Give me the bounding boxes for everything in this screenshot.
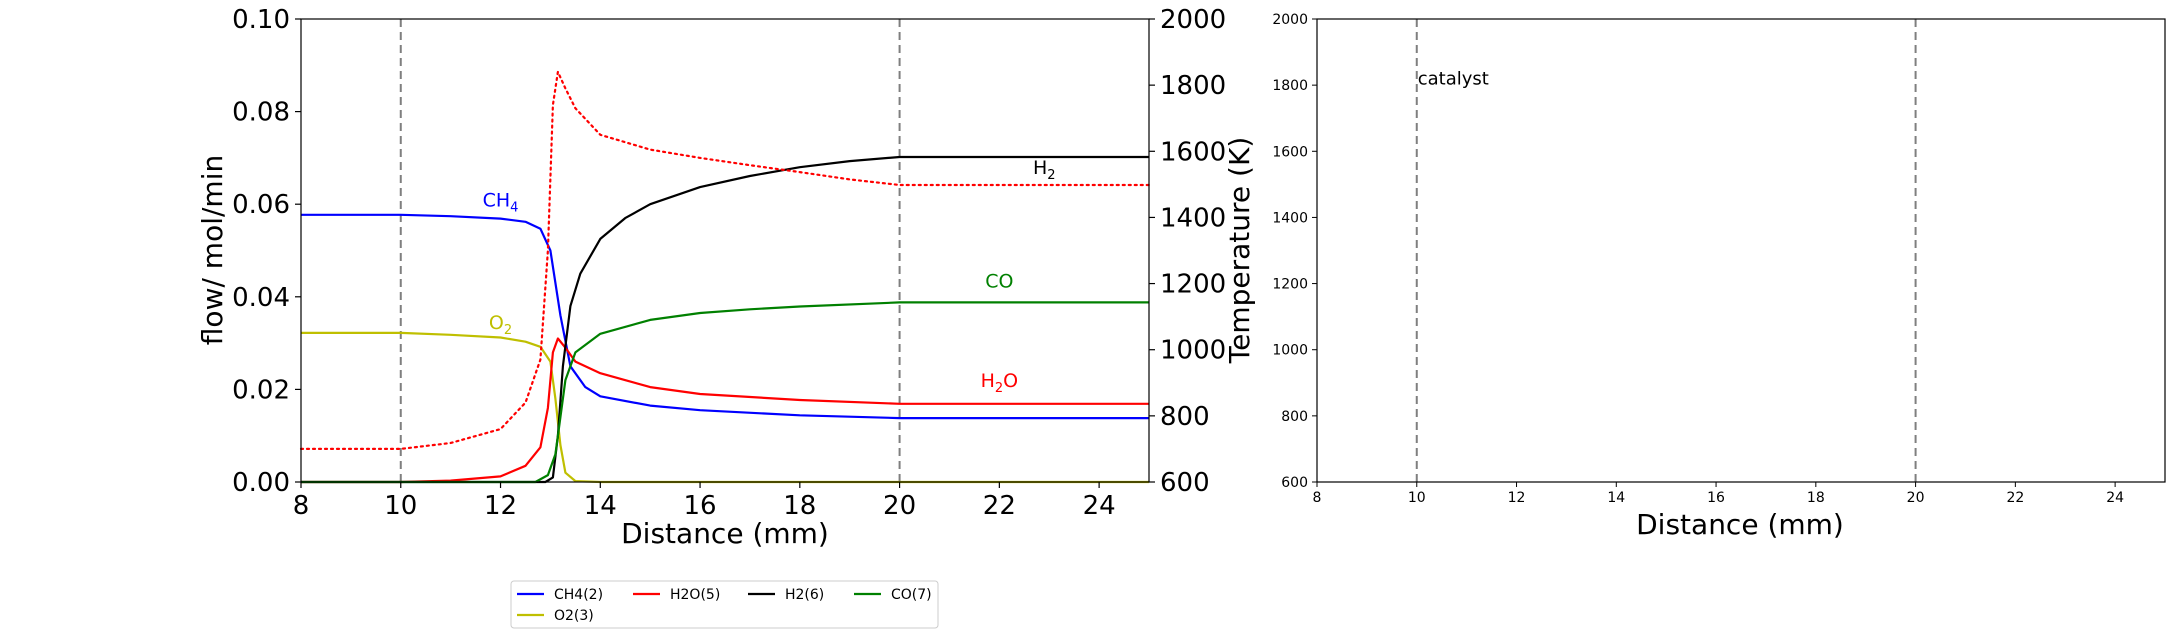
legend-label: H2(6): [785, 587, 824, 603]
y2-tick-label: 800: [1160, 402, 1210, 432]
legend-label: CO(7): [891, 587, 932, 603]
temperature-chart: 8 10 12 14 16 18 20 22 24 600 800 1000 1200 1400 1600…: [1272, 12, 2166, 541]
y-tick-label: 1000: [1272, 343, 1308, 359]
species-label-h2o: H2O: [981, 370, 1019, 396]
series-line-temperature: [299, 70, 1151, 450]
legend-entry: H2O(5): [633, 587, 720, 603]
y2-tick-label: 1000: [1160, 336, 1226, 366]
legend: CH4(2) H2O(5) H2(6) CO(7) O2(3): [510, 580, 939, 629]
species-label-co: CO: [985, 271, 1013, 293]
y-axis-ticks-2: 600 800 1000 1200 1400 1600 1800 2000: [1272, 12, 1317, 491]
plot-frame-2: [1316, 18, 2166, 483]
x-tick-label: 8: [293, 491, 310, 521]
series-line-ch4-2: [301, 213, 1149, 420]
x-tick-label: 10: [384, 491, 417, 521]
x-tick-label: 22: [983, 491, 1016, 521]
y2-tick-label: 1200: [1160, 270, 1226, 300]
series-line-co-7: [301, 301, 1149, 484]
x-tick-label: 8: [1313, 490, 1322, 506]
plot-area-2: [1415, 19, 1917, 482]
x-tick-label: 12: [1508, 490, 1526, 506]
x-tick-label: 24: [1083, 491, 1116, 521]
x-axis-ticks-2: 8 10 12 14 16 18 20 22 24: [1313, 482, 2124, 506]
series-line-h2-6: [301, 155, 1149, 484]
y-tick-label: 0.08: [232, 98, 290, 128]
x-axis-label-1: Distance (mm): [621, 517, 829, 550]
x-tick-label: 20: [883, 491, 916, 521]
x-tick-label: 24: [2106, 490, 2124, 506]
y2-axis-ticks-1: 600 800 1000 1200 1400 1600 1800 2000: [1149, 5, 1226, 498]
y-tick-label: 1800: [1272, 78, 1308, 94]
species-flow-chart: 8 10 12 14 16 18 20 22 24 0.000.020.040.060.080.…: [196, 5, 1256, 550]
x-tick-label: 18: [783, 491, 816, 521]
legend-label: O2(3): [554, 608, 594, 624]
y-tick-label: 1600: [1272, 144, 1308, 160]
x-tick-label: 20: [1907, 490, 1925, 506]
series-line-h2o-5: [301, 337, 1149, 484]
y-tick-label: 0.00: [232, 468, 290, 498]
y-tick-label: 1200: [1272, 277, 1308, 293]
x-tick-label: 10: [1408, 490, 1426, 506]
y-tick-label: 2000: [1272, 12, 1308, 28]
y-tick-label: 600: [1281, 475, 1308, 491]
y2-axis-label-1: Temperature (K): [1223, 137, 1256, 364]
x-axis-label-2: Distance (mm): [1636, 508, 1844, 541]
y-tick-label: 800: [1281, 409, 1308, 425]
species-label-o2: O2: [489, 312, 512, 338]
x-axis-ticks-1: 8 10 12 14 16 18 20 22 24: [293, 482, 1116, 521]
x-tick-label: 16: [1707, 490, 1725, 506]
x-tick-label: 16: [684, 491, 717, 521]
legend-label: H2O(5): [670, 587, 720, 603]
legend-label: CH4(2): [554, 587, 603, 603]
y2-tick-label: 1800: [1160, 71, 1226, 101]
y-tick-label: 1400: [1272, 210, 1308, 226]
legend-frame: [510, 580, 939, 629]
y-tick-label: 0.02: [232, 375, 290, 405]
y2-tick-label: 2000: [1160, 5, 1226, 35]
species-label-h2: H2: [1033, 157, 1056, 183]
y-axis-label-1: flow/ mol/min: [196, 155, 229, 345]
y-tick-label: 0.04: [232, 283, 290, 313]
y-axis-ticks-1: 0.00 0.02 0.04 0.06 0.08 0.10: [232, 5, 301, 498]
legend-entry: O2(3): [517, 608, 594, 624]
x-tick-label: 14: [584, 491, 617, 521]
plot-frame-1: [300, 18, 1150, 483]
species-label-ch4: CH4: [483, 190, 519, 216]
series-line-o2-3: [301, 331, 1149, 484]
y2-tick-label: 600: [1160, 468, 1210, 498]
x-tick-label: 18: [1807, 490, 1825, 506]
x-tick-label: 14: [1607, 490, 1625, 506]
plot-area-1: [299, 19, 1151, 484]
y2-tick-label: 1600: [1160, 137, 1226, 167]
legend-entry: CO(7): [854, 587, 932, 603]
legend-entry: H2(6): [748, 587, 824, 603]
species-annotations: CH4 O2 H2 CO H2O: [483, 157, 1056, 396]
catalyst-annotation: catalyst: [1418, 69, 1489, 90]
y2-tick-label: 1400: [1160, 203, 1226, 233]
x-tick-label: 22: [2006, 490, 2024, 506]
legend-entry: CH4(2): [517, 587, 603, 603]
x-tick-label: 12: [484, 491, 517, 521]
y-tick-label: 0.10: [232, 5, 290, 35]
y-tick-label: 0.06: [232, 190, 290, 220]
